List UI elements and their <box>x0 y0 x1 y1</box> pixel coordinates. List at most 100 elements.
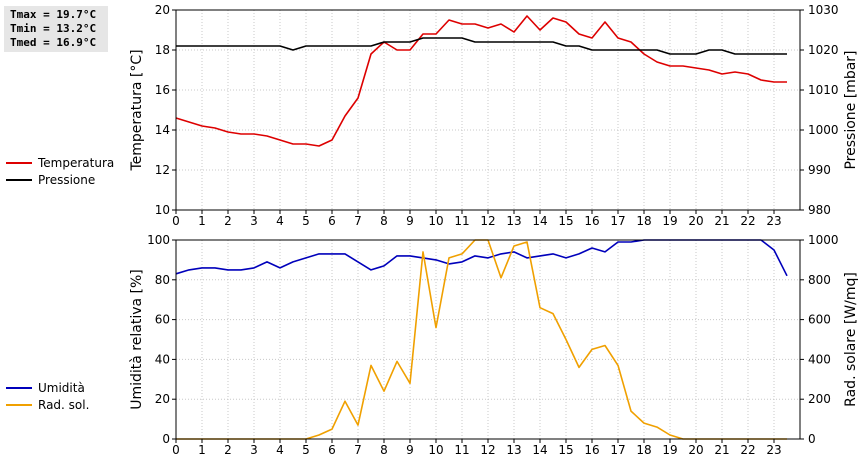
x-tick-label: 17 <box>610 214 625 228</box>
x-tick-label: 13 <box>506 443 521 457</box>
tmax-label: Tmax = 19.7°C <box>10 8 97 21</box>
x-tick-label: 21 <box>714 214 729 228</box>
series-line-pressione <box>176 37 787 55</box>
x-tick-label: 9 <box>406 443 414 457</box>
x-tick-label: 18 <box>636 443 651 457</box>
x-tick-label: 15 <box>558 443 573 457</box>
y2-tick-label: 600 <box>808 313 831 327</box>
y2-tick-label: 200 <box>808 392 831 406</box>
x-tick-label: 7 <box>354 443 362 457</box>
x-tick-label: 7 <box>354 214 362 228</box>
x-tick-label: 10 <box>428 443 443 457</box>
legend-item-temperatura: Temperatura <box>6 154 114 171</box>
y-tick-label: 100 <box>147 233 170 247</box>
y2-tick-label: 800 <box>808 273 831 287</box>
x-tick-label: 16 <box>584 443 599 457</box>
x-tick-label: 2 <box>224 214 232 228</box>
x-tick-label: 22 <box>740 443 755 457</box>
legend-bottom: Umidità Rad. sol. <box>6 379 89 413</box>
y2-tick-label: 980 <box>808 203 831 217</box>
x-tick-label: 1 <box>198 443 206 457</box>
x-tick-label: 4 <box>276 214 284 228</box>
y2-tick-label: 1030 <box>808 3 839 17</box>
x-tick-label: 12 <box>480 214 495 228</box>
y-tick-label: 16 <box>155 83 170 97</box>
y-tick-label: 14 <box>155 123 170 137</box>
x-tick-label: 16 <box>584 214 599 228</box>
x-tick-label: 8 <box>380 443 388 457</box>
x-tick-label: 19 <box>662 214 677 228</box>
x-tick-label: 20 <box>688 214 703 228</box>
tmed-label: Tmed = 16.9°C <box>10 36 97 49</box>
series-line-temperatura <box>175 15 787 147</box>
legend-swatch-umidita <box>6 386 32 389</box>
y-tick-label: 10 <box>155 203 170 217</box>
y-axis-label: Temperatura [°C] <box>129 49 145 171</box>
tmin-label: Tmin = 13.2°C <box>10 22 97 35</box>
x-tick-label: 9 <box>406 214 414 228</box>
legend-swatch-temperatura <box>6 161 32 164</box>
y-tick-label: 60 <box>155 313 170 327</box>
x-tick-label: 3 <box>250 443 258 457</box>
x-tick-label: 13 <box>506 214 521 228</box>
x-tick-label: 18 <box>636 214 651 228</box>
y2-tick-label: 1000 <box>808 233 839 247</box>
legend-top: Temperatura Pressione <box>6 154 114 188</box>
series-line-umidit <box>175 239 788 277</box>
y-tick-label: 12 <box>155 163 170 177</box>
x-tick-label: 4 <box>276 443 284 457</box>
y-tick-label: 40 <box>155 352 170 366</box>
x-tick-label: 19 <box>662 443 677 457</box>
chart-panel-1: 0 1 2 3 4 5 6 7 8 9 10 11 12 13 14 15 16 17 18 19 20 21 22 2302… <box>129 233 859 457</box>
y2-tick-label: 1000 <box>808 123 839 137</box>
x-tick-label: 20 <box>688 443 703 457</box>
x-tick-label: 8 <box>380 214 388 228</box>
legend-label-temperatura: Temperatura <box>38 155 115 170</box>
y-tick-label: 80 <box>155 273 170 287</box>
y2-tick-label: 1010 <box>808 83 839 97</box>
x-tick-label: 11 <box>454 443 469 457</box>
x-tick-label: 10 <box>428 214 443 228</box>
x-tick-label: 22 <box>740 214 755 228</box>
x-tick-label: 17 <box>610 443 625 457</box>
x-tick-label: 6 <box>328 443 336 457</box>
legend-swatch-radsol <box>6 403 32 406</box>
x-tick-label: 0 <box>172 443 180 457</box>
legend-swatch-pressione <box>6 178 32 181</box>
y-tick-label: 20 <box>155 3 170 17</box>
y2-tick-label: 400 <box>808 352 831 366</box>
legend-item-umidita: Umidità <box>6 379 89 396</box>
legend-label-pressione: Pressione <box>38 172 96 187</box>
y-axis-label: Umidità relativa [%] <box>129 269 145 410</box>
y-tick-label: 20 <box>155 392 170 406</box>
x-tick-label: 11 <box>454 214 469 228</box>
stats-box: Tmax = 19.7°C Tmin = 13.2°C Tmed = 16.9°… <box>4 6 108 52</box>
x-tick-label: 6 <box>328 214 336 228</box>
x-tick-label: 14 <box>532 214 547 228</box>
x-tick-label: 0 <box>172 214 180 228</box>
x-tick-label: 5 <box>302 443 310 457</box>
x-tick-label: 23 <box>766 443 781 457</box>
y2-tick-label: 1020 <box>808 43 839 57</box>
x-tick-label: 5 <box>302 214 310 228</box>
y2-axis-label: Pressione [mbar] <box>843 50 859 169</box>
x-tick-label: 3 <box>250 214 258 228</box>
series-line-rad-sol <box>176 239 787 440</box>
legend-label-radsol: Rad. sol. <box>38 397 90 412</box>
legend-label-umidita: Umidità <box>38 380 85 395</box>
y2-axis-label: Rad. solare [W/mq] <box>843 272 859 407</box>
chart-panel-0: 0 1 2 3 4 5 6 7 8 9 10 11 12 13 14 15 16 17 18 19 20 21 22 23 10… <box>129 3 859 228</box>
x-tick-label: 12 <box>480 443 495 457</box>
legend-item-pressione: Pressione <box>6 171 114 188</box>
y-tick-label: 0 <box>162 432 170 446</box>
y2-tick-label: 990 <box>808 163 831 177</box>
y2-tick-label: 0 <box>808 432 816 446</box>
x-tick-label: 14 <box>532 443 547 457</box>
x-tick-label: 23 <box>766 214 781 228</box>
x-tick-label: 2 <box>224 443 232 457</box>
x-tick-label: 15 <box>558 214 573 228</box>
x-tick-label: 21 <box>714 443 729 457</box>
legend-item-radsol: Rad. sol. <box>6 396 89 413</box>
y-tick-label: 18 <box>155 43 170 57</box>
